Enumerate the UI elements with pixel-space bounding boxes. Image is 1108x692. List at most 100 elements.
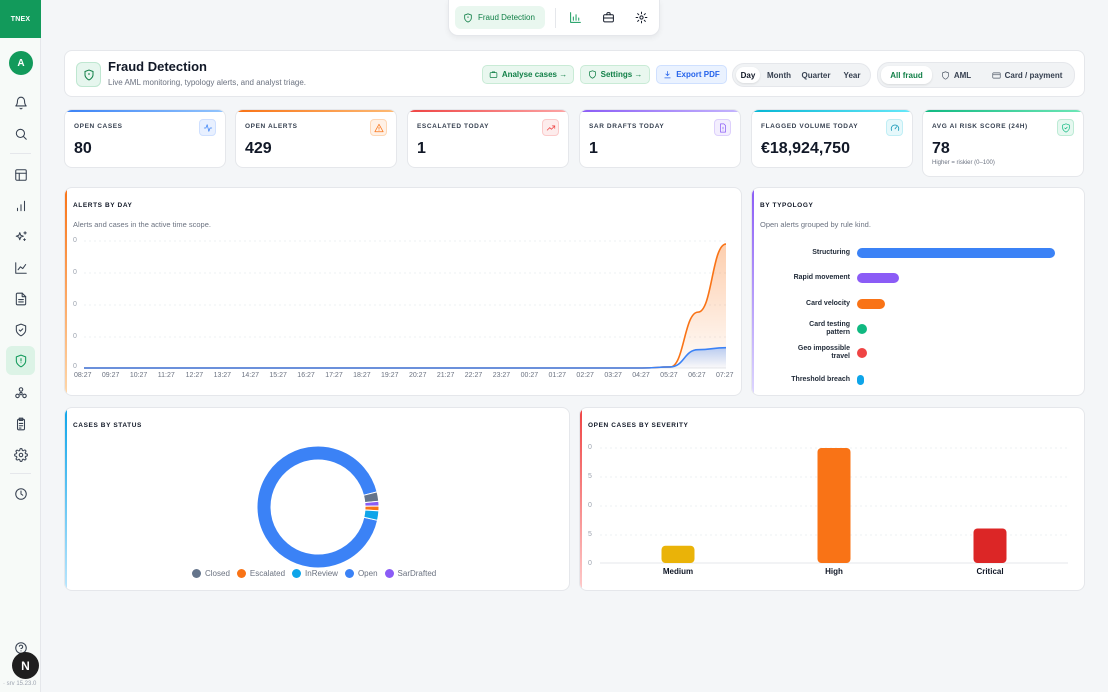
series-line [84,346,727,369]
alerts-by-day-panel: ALERTS BY DAY Alerts and cases in the ac… [64,187,742,396]
scope-quarter[interactable]: Quarter [801,70,831,80]
x-tick: 12:27 [185,372,204,379]
series-line [84,243,727,369]
kpi-label: OPEN ALERTS [245,123,298,130]
y-tick: 0 [588,502,592,509]
filter-aml[interactable]: AML [936,66,976,84]
kpi-accent-bar [923,110,1083,112]
kpi-accent-bar [408,110,568,112]
clipboard-icon[interactable] [8,411,33,436]
user-avatar[interactable]: A [9,51,33,75]
typology-bar[interactable] [857,324,868,334]
cases-by-status-panel: CASES BY STATUS Closed Escalated InReview O… [64,407,570,591]
kpi-sar-drafts-today[interactable]: SAR DRAFTS TODAY 1 [579,109,741,168]
severity-bar-chart [600,447,1068,564]
export-pdf-button[interactable]: Export PDF [656,65,727,84]
panel-accent [752,188,754,395]
briefcase-icon[interactable] [600,9,616,25]
file-alert-icon [714,119,731,136]
bell-icon[interactable] [8,90,33,115]
gear-icon[interactable] [633,9,649,25]
kpi-accent-bar [236,110,396,112]
kpi-escalated-today[interactable]: ESCALATED TODAY 1 [407,109,569,168]
scope-year[interactable]: Year [843,70,861,80]
x-tick: 19:27 [381,372,399,379]
x-tick: 21:27 [436,372,455,379]
app-logo[interactable]: TNEX [0,0,41,38]
y-tick: 0 [73,301,77,308]
shield-check-icon[interactable] [8,317,33,342]
analyse-cases-button[interactable]: Analyse cases → [482,65,574,84]
typology-bar[interactable] [857,348,868,358]
kpi-value: 1 [589,140,598,157]
briefcase-icon [489,71,498,78]
donut-slice[interactable] [256,445,379,569]
legend-item[interactable]: Escalated [236,569,286,578]
panel-accent [65,188,67,395]
table-icon[interactable] [8,162,33,187]
document-icon[interactable] [8,286,33,311]
donut-slice[interactable] [364,500,380,507]
x-tick: 06:27 [688,372,706,379]
legend-item[interactable]: Closed [192,569,230,578]
typology-bar[interactable] [857,248,1055,258]
typology-label: Threshold breach [791,376,850,383]
y-tick: 0 [73,269,77,276]
scope-month[interactable]: Month [767,70,791,80]
activity-icon [199,119,216,136]
panel-accent [580,408,582,590]
severity-bar[interactable] [817,448,851,563]
settings-button[interactable]: Settings → [580,65,650,84]
typology-bar[interactable] [857,273,899,283]
x-tick: 23:27 [492,372,511,379]
scope-day[interactable]: Day [736,67,760,83]
fraud-filter-selector: All fraud AML Card / payment [877,62,1075,88]
gear-icon[interactable] [8,442,33,467]
chart-legend: Closed Escalated InReview Open SarDrafted [192,569,436,578]
x-tick: 13:27 [213,372,232,379]
legend-item[interactable]: Open [344,569,378,578]
bar-chart-icon[interactable] [8,193,33,218]
bar-chart-icon[interactable] [567,9,583,25]
typology-bar[interactable] [857,375,864,385]
search-icon[interactable] [8,121,33,146]
kpi-flagged-volume[interactable]: FLAGGED VOLUME TODAY €18,924,750 [751,109,913,168]
dev-tools-badge[interactable]: N [12,652,39,679]
kpi-label: ESCALATED TODAY [417,123,490,130]
legend-item[interactable]: InReview [292,569,338,578]
donut-slice[interactable] [363,509,380,521]
legend-item[interactable]: SarDrafted [384,569,436,578]
legend-label: Escalated [249,569,286,578]
typology-bar[interactable] [857,299,886,309]
shield-icon [76,62,101,87]
page-title: Fraud Detection [108,59,207,74]
kpi-avg-risk-score[interactable]: AVG AI RISK SCORE (24H) 78 Higher = risk… [922,109,1084,177]
filter-card-payment[interactable]: Card / payment [982,66,1072,84]
credit-card-icon [992,72,1001,78]
severity-bar[interactable] [973,528,1007,564]
kpi-open-alerts[interactable]: OPEN ALERTS 429 [235,109,397,168]
filter-all-fraud[interactable]: All fraud [881,66,932,84]
top-toolbar: Fraud Detection [448,0,660,36]
clock-icon[interactable] [8,481,33,506]
version-label: · srv 15.23.0 [3,681,37,687]
cases-status-donut [256,445,380,569]
x-tick: 11:27 [157,372,175,379]
line-chart-icon[interactable] [8,255,33,280]
trending-up-icon [542,119,559,136]
sidebar-divider [10,153,31,154]
filter-card-payment-label: Card / payment [1004,70,1063,80]
sparkles-icon[interactable] [8,224,33,249]
severity-bar[interactable] [661,545,695,563]
tab-fraud-detection[interactable]: Fraud Detection [455,6,545,29]
kpi-open-cases[interactable]: OPEN CASES 80 [64,109,226,168]
kpi-note: Higher = riskier (0–100) [932,160,995,166]
y-tick: 5 [588,473,592,480]
network-icon[interactable] [8,380,33,405]
toolbar-divider [555,8,556,28]
shield-check-icon [1057,119,1074,136]
kpi-label: AVG AI RISK SCORE (24H) [932,123,1028,130]
y-tick: 0 [73,333,77,340]
series-area [84,244,726,368]
shield-icon[interactable] [6,346,35,375]
